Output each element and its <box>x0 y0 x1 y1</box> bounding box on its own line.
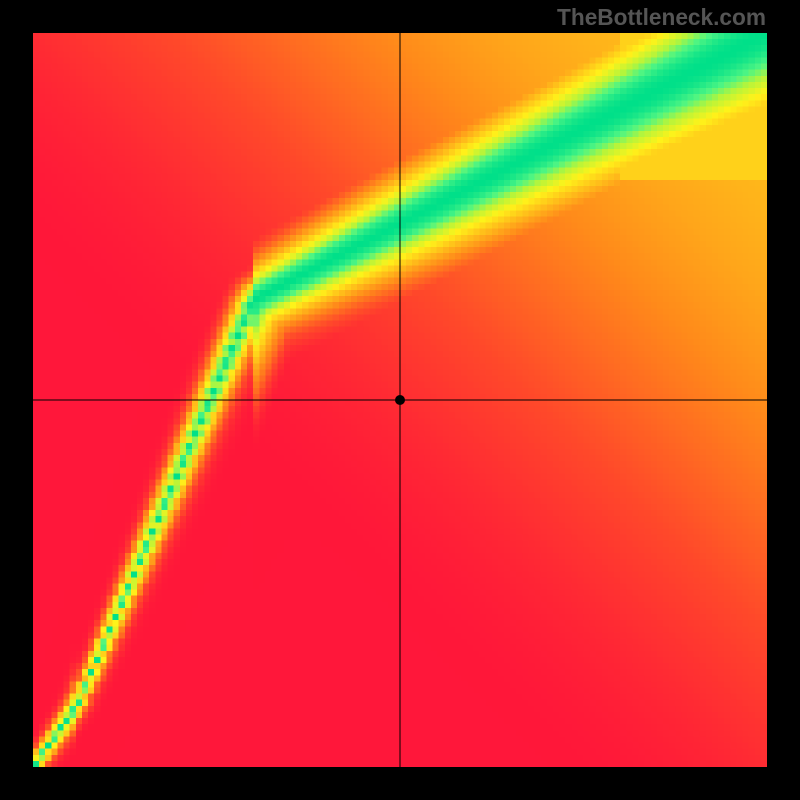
bottleneck-heatmap <box>33 33 767 767</box>
chart-root: TheBottleneck.com <box>0 0 800 800</box>
watermark-text: TheBottleneck.com <box>557 4 766 31</box>
